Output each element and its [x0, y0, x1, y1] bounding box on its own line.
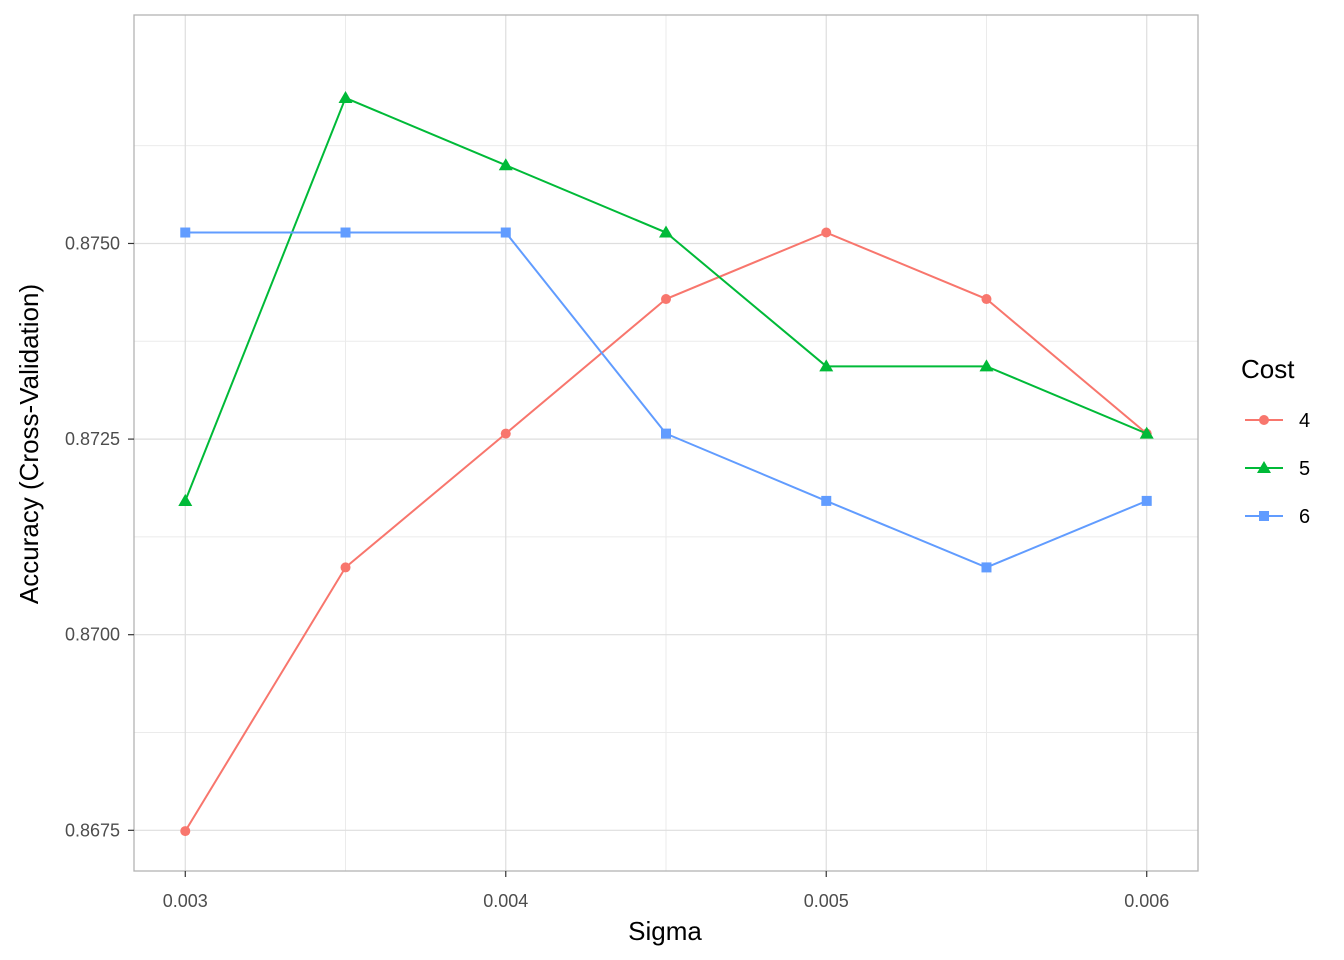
legend-label: 5 — [1299, 458, 1310, 480]
data-point — [498, 158, 513, 171]
data-point — [979, 359, 994, 372]
legend-item: 6 — [1245, 506, 1310, 528]
series-6 — [180, 227, 1152, 573]
y-axis-title: Accuracy (Cross-Validation) — [14, 284, 44, 604]
x-tick-label: 0.003 — [163, 891, 208, 911]
data-point — [821, 495, 832, 506]
data-point — [659, 225, 673, 238]
x-tick-label: 0.005 — [804, 891, 849, 911]
data-point — [180, 227, 191, 238]
data-point — [338, 90, 353, 103]
data-point — [180, 826, 191, 837]
data-point — [981, 562, 992, 573]
y-tick-label: 0.8725 — [65, 429, 120, 449]
legend: Cost 4 5 6 — [1241, 354, 1310, 528]
series-5 — [178, 90, 1154, 506]
legend-item: 5 — [1245, 458, 1310, 480]
legend-key-marker — [1259, 511, 1269, 521]
tick-labels: 0.003 0.004 0.005 0.006 0.8675 0.8700 0.8725 0.… — [65, 233, 1169, 911]
data-point — [340, 227, 351, 238]
grid-minor — [134, 15, 1198, 871]
axis-ticks — [128, 242, 1148, 877]
data-point — [981, 294, 992, 305]
x-tick-label: 0.006 — [1124, 891, 1169, 911]
data-point — [178, 493, 193, 506]
data-point — [340, 562, 351, 573]
x-tick-label: 0.004 — [483, 891, 528, 911]
data-point — [661, 428, 671, 439]
data-point — [500, 428, 511, 439]
y-tick-label: 0.8675 — [65, 820, 120, 840]
data-point — [821, 227, 832, 238]
legend-item: 4 — [1245, 410, 1310, 432]
legend-title: Cost — [1241, 354, 1295, 384]
x-axis-title: Sigma — [628, 916, 702, 946]
legend-key-marker — [1259, 415, 1269, 425]
data-point — [1141, 495, 1152, 506]
legend-key-marker — [1257, 461, 1271, 474]
y-tick-label: 0.8750 — [65, 233, 120, 253]
panel-border — [133, 14, 1199, 872]
series-layer — [178, 90, 1154, 837]
data-point — [661, 294, 671, 305]
data-point — [819, 359, 834, 372]
grid-major — [134, 15, 1198, 871]
data-point — [1139, 426, 1154, 439]
y-tick-label: 0.8700 — [65, 625, 120, 645]
legend-label: 6 — [1299, 506, 1310, 528]
legend-label: 4 — [1299, 410, 1310, 432]
data-point — [500, 227, 511, 238]
